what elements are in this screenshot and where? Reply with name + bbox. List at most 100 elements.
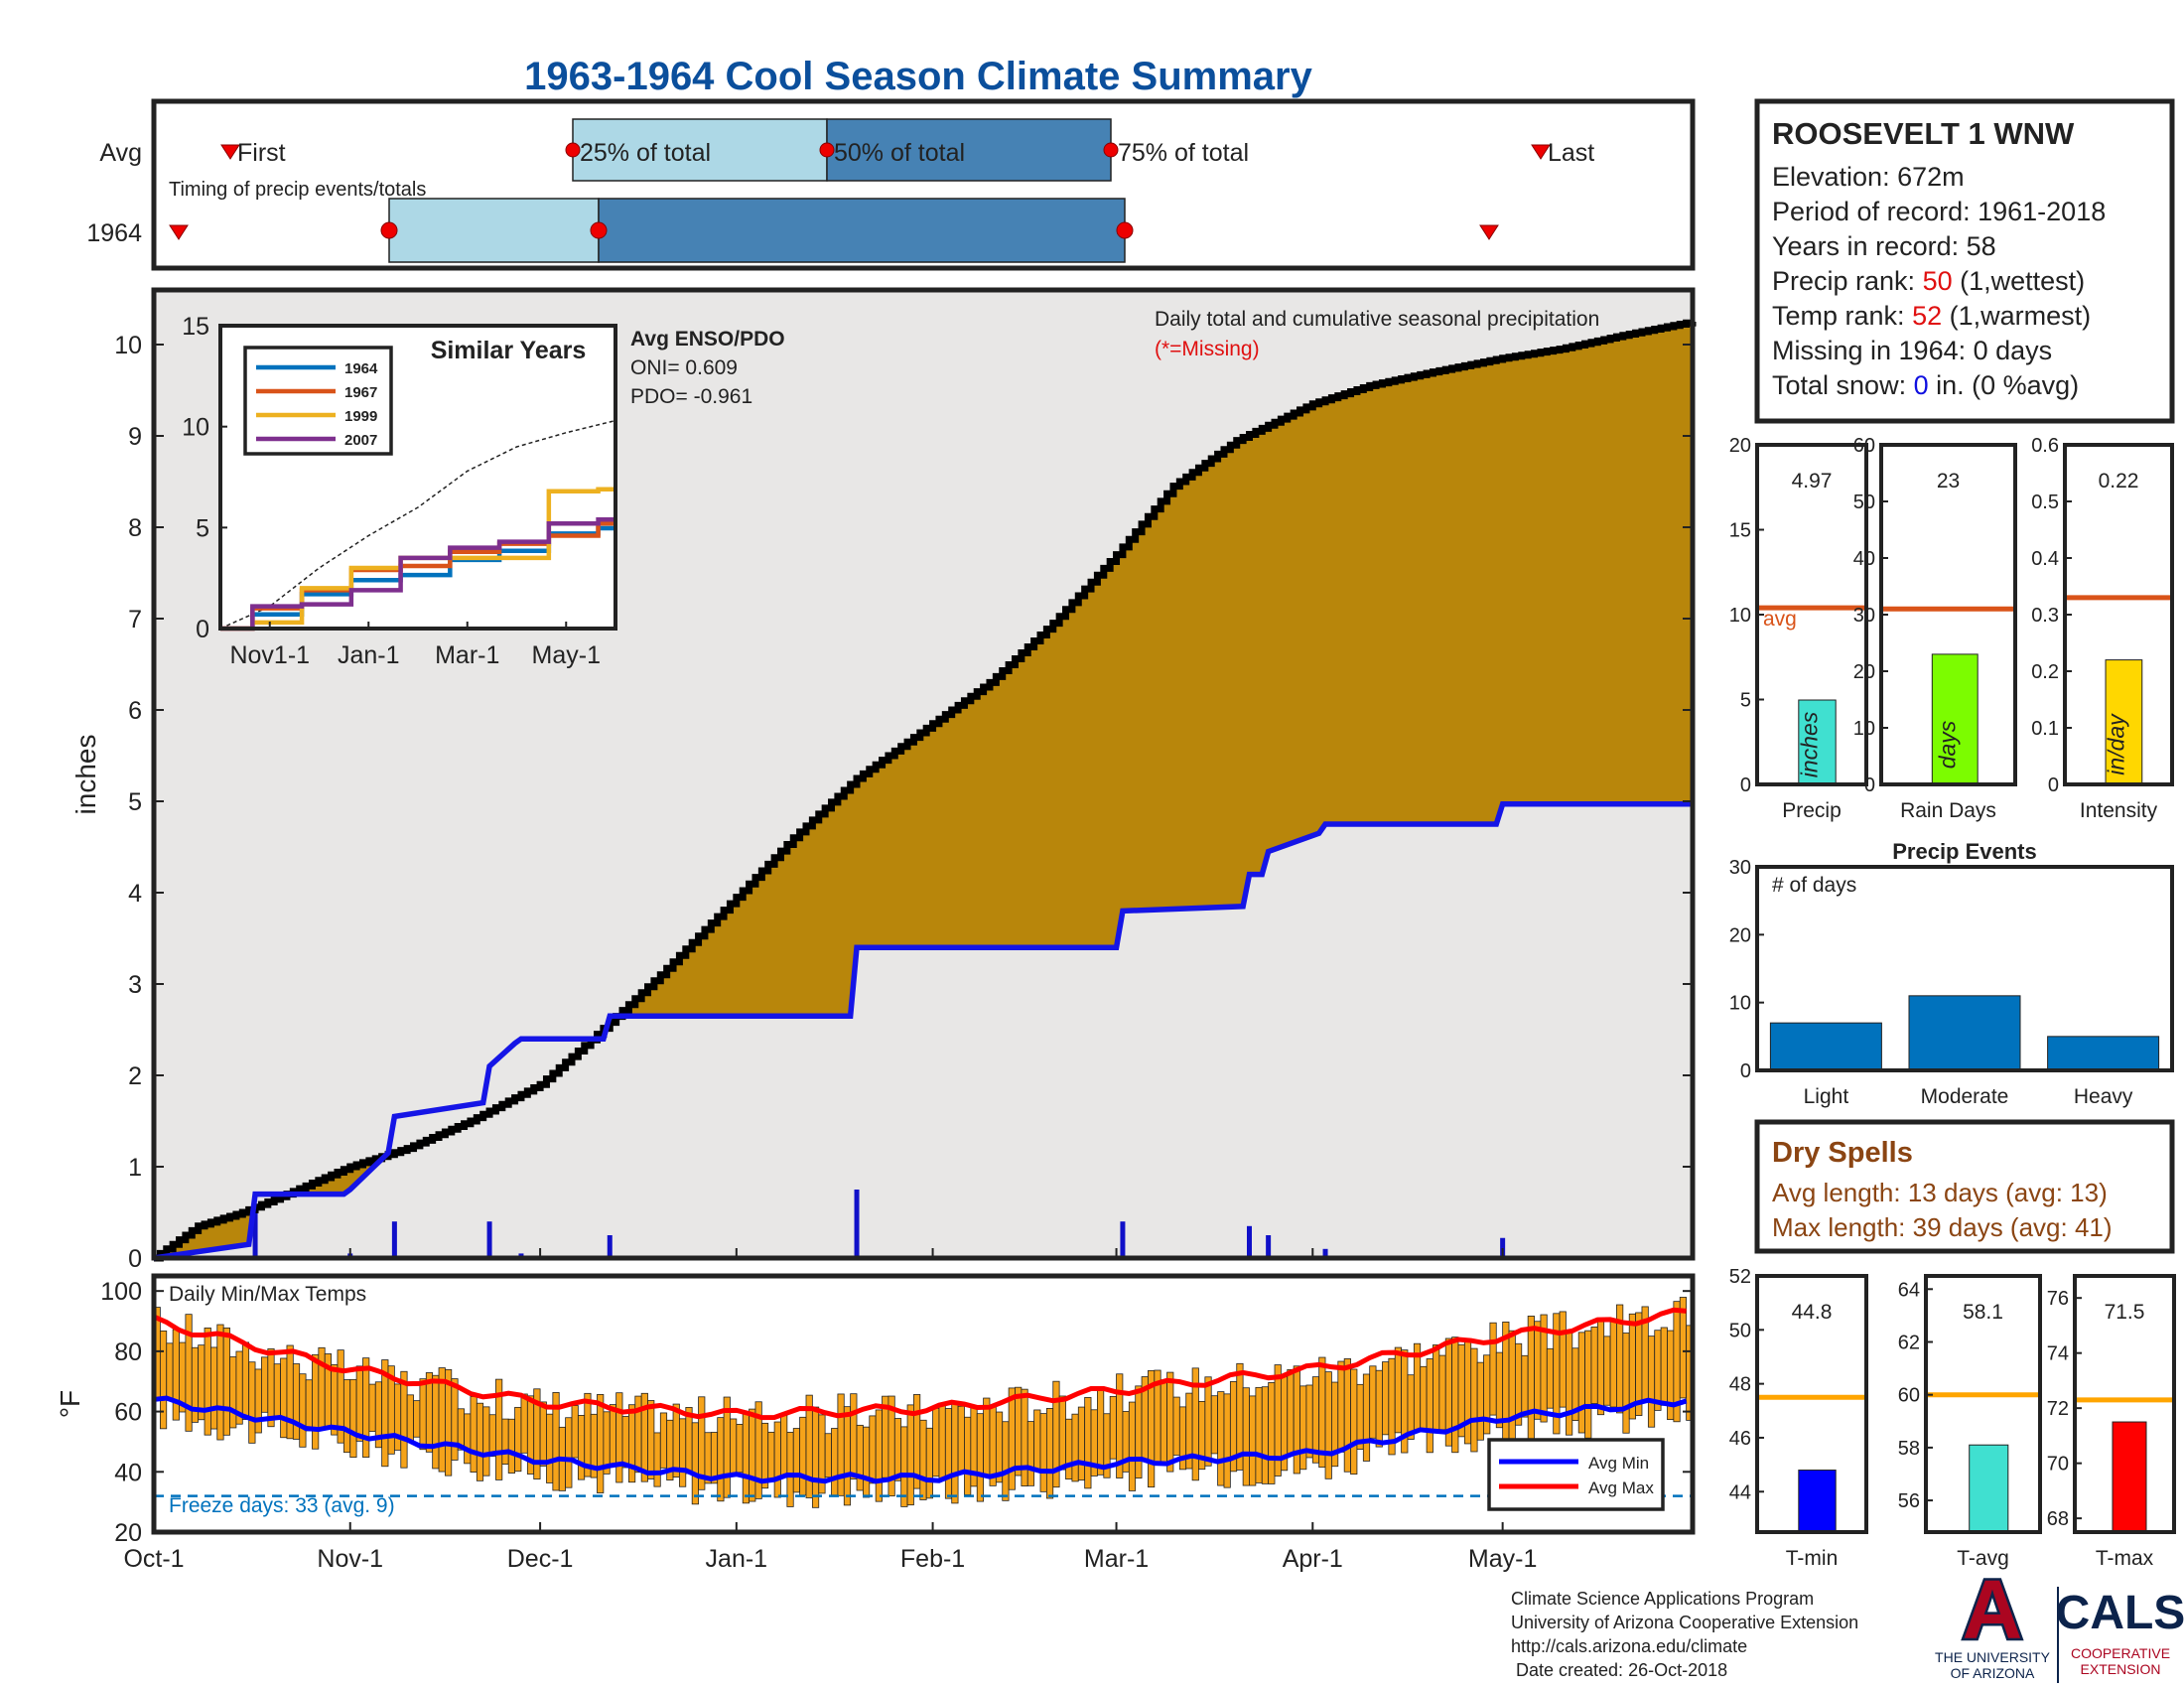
ua-logo-line2: OF ARIZONA [1951, 1665, 2035, 1681]
daily-temp-bar [938, 1403, 946, 1481]
station-elevation: Elevation: 672m [1772, 162, 1965, 192]
daily-temp-bar [1603, 1336, 1611, 1406]
daily-temp-bar [464, 1413, 472, 1465]
mini-tick-label: 46 [1729, 1428, 1751, 1450]
daily-temp-bar [1204, 1376, 1212, 1467]
daily-temp-bar [1305, 1384, 1313, 1459]
mini-unit-label: days [1934, 720, 1960, 769]
timing-row-year-label: 1964 [86, 219, 142, 247]
mini-value-label: 44.8 [1792, 1301, 1833, 1324]
daily-temp-bar [159, 1331, 168, 1430]
inset-xtick-label: Nov1-1 [229, 641, 310, 669]
daily-temp-bar [1527, 1316, 1535, 1443]
timing-year-25-marker [380, 221, 398, 239]
mini-tick-label: 60 [1853, 435, 1875, 457]
daily-temp-bar [210, 1346, 218, 1430]
daily-temp-bar [546, 1413, 554, 1483]
daily-temp-bar [501, 1418, 509, 1465]
daily-precip-bar [607, 1235, 613, 1258]
inset-ytick-label: 5 [196, 514, 209, 542]
mini-tick-label: 20 [1853, 661, 1875, 683]
inset-series-line [220, 516, 615, 632]
daily-temp-bar [1590, 1327, 1598, 1404]
daily-temp-bar [1255, 1386, 1263, 1483]
timing-year-box-25-50 [388, 198, 600, 263]
daily-temp-bar [204, 1328, 211, 1436]
daily-precip-bar [1266, 1235, 1272, 1258]
inset-xtick-label: Jan-1 [338, 641, 400, 669]
precip-event-bar [1908, 995, 2021, 1071]
daily-temp-bar [286, 1344, 294, 1440]
dry-spells-title: Dry Spells [1772, 1137, 1913, 1169]
daily-temp-bar [166, 1342, 174, 1400]
ua-logo-line1: THE UNIVERSITY [1935, 1649, 2051, 1665]
timing-avg-box-50-75 [826, 118, 1112, 182]
page-title: 1963-1964 Cool Season Climate Summary [524, 55, 1312, 98]
station-period: Period of record: 1961-2018 [1772, 197, 2106, 226]
daily-temp-bar [254, 1368, 262, 1434]
daily-precip-bar [854, 1190, 860, 1258]
mini-tick-label: 20 [1729, 435, 1751, 457]
daily-precip-bar [1120, 1221, 1126, 1258]
daily-temp-bar [1470, 1347, 1478, 1453]
mini-axis-label: Precip [1782, 799, 1842, 822]
temp-ytick-label: 60 [114, 1399, 142, 1427]
daily-temp-bar [1210, 1395, 1219, 1455]
timing-row-avg-label: Avg [99, 139, 142, 167]
daily-temp-bar [1463, 1341, 1472, 1445]
freeze-days-label: Freeze days: 33 (avg. 9) [169, 1494, 395, 1517]
mini-tick-label: 30 [1853, 605, 1875, 627]
daily-temp-bar [261, 1356, 269, 1413]
average-cumulative-line [154, 319, 1697, 1262]
daily-temp-bar [647, 1400, 655, 1479]
inset-xtick-label: May-1 [532, 641, 601, 669]
timing-year-75-marker [1116, 221, 1134, 239]
daily-temp-bar [1369, 1365, 1377, 1439]
temp-legend: Avg Min Avg Max [1487, 1438, 1665, 1511]
enso-oni: ONI= 0.609 [630, 356, 738, 379]
mini-tick-label: 64 [1898, 1279, 1920, 1301]
daily-temp-bar [482, 1406, 490, 1477]
daily-temp-bar [1045, 1407, 1054, 1499]
daily-temp-bar [1654, 1330, 1662, 1411]
daily-temp-bar [964, 1416, 972, 1495]
mini-tick-label: 48 [1729, 1374, 1751, 1396]
timing-year-50-marker [590, 221, 608, 239]
mini-tick-label: 0.2 [2031, 661, 2059, 683]
daily-temp-bar [799, 1416, 807, 1496]
station-name: ROOSEVELT 1 WNW [1772, 116, 2075, 151]
main-ytick-label: 4 [128, 880, 142, 908]
mini-value-label: 58.1 [1963, 1301, 2003, 1324]
inset-ytick-label: 0 [196, 616, 209, 643]
daily-temp-bar [355, 1365, 363, 1442]
precip-event-tick: 30 [1729, 857, 1751, 879]
station-years: Years in record: 58 [1772, 231, 1996, 261]
main-chart-ylabel: inches [70, 735, 101, 815]
mini-tick-label: 10 [1853, 718, 1875, 740]
timing-75-label: 75% of total [1118, 139, 1249, 167]
daily-temp-bar [1343, 1358, 1351, 1473]
daily-temp-bar [1420, 1365, 1428, 1432]
daily-temp-bar [1660, 1327, 1668, 1406]
daily-temp-bar [919, 1419, 927, 1500]
daily-temp-bar [1546, 1347, 1555, 1409]
daily-temp-bar [1362, 1373, 1371, 1462]
daily-temp-bar [1350, 1368, 1358, 1476]
daily-temp-bar [172, 1329, 180, 1421]
precip-events-chart: Precip Events Light Moderate Heavy 0 10 20 30… [1729, 839, 2174, 1108]
timing-year-box-50-75 [598, 198, 1126, 263]
daily-temp-bar [406, 1394, 414, 1442]
daily-temp-bar [514, 1406, 522, 1473]
main-ytick-label: 5 [128, 788, 142, 816]
mini-tick-label: 50 [1729, 1320, 1751, 1341]
daily-temp-bar [597, 1394, 605, 1493]
mini-value-label: 71.5 [2105, 1301, 2145, 1324]
daily-temp-bar [932, 1407, 940, 1477]
daily-temp-bar [1521, 1354, 1529, 1418]
mini-tick-label: 72 [2047, 1398, 2069, 1420]
daily-temp-bar [856, 1424, 864, 1491]
daily-temp-bar [451, 1378, 459, 1461]
mini-value-label: 0.22 [2099, 470, 2139, 492]
temp-ytick-label: 100 [100, 1278, 142, 1306]
daily-temp-bar [222, 1327, 230, 1436]
